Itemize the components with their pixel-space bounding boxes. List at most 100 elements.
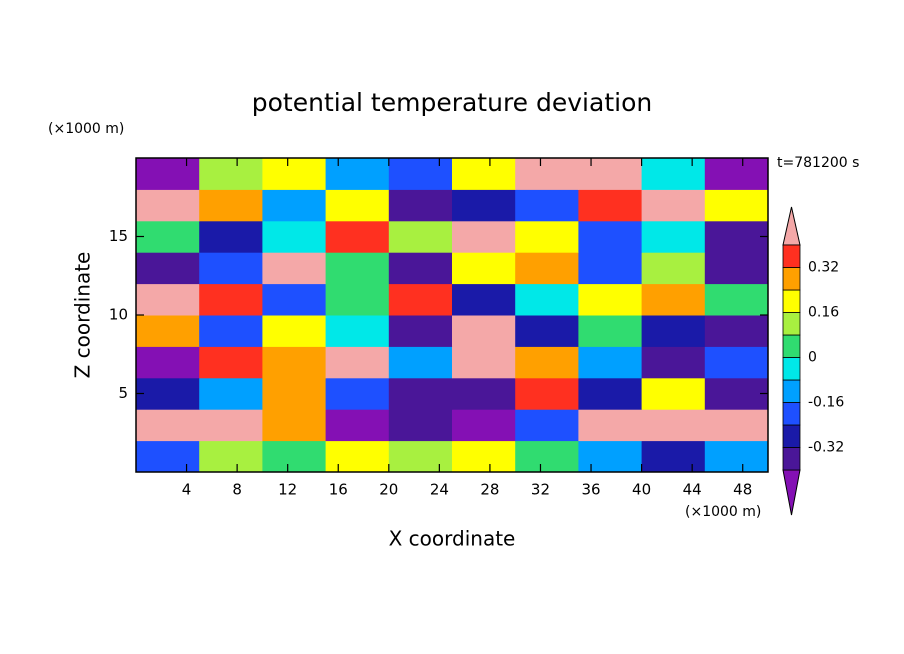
colorbar-tick-label: -0.16	[808, 395, 844, 411]
field-cell	[578, 377, 643, 410]
field-cell	[515, 346, 579, 379]
field-cell	[136, 346, 200, 379]
field-cell	[325, 377, 390, 410]
field-cell	[325, 158, 390, 190]
field-cell	[452, 252, 516, 285]
y-axis-label: Z coordinate	[71, 252, 95, 379]
colorbar-extend-low	[782, 469, 801, 516]
field-cell	[199, 377, 263, 410]
field-cell	[641, 158, 706, 190]
field-cell	[199, 220, 263, 253]
field-cell	[199, 315, 263, 347]
field-cell	[452, 283, 516, 316]
field-cell	[325, 346, 390, 379]
field-cell	[199, 283, 263, 316]
field-cell	[388, 158, 453, 190]
colorbar-extend-high	[782, 206, 801, 246]
field-cell	[199, 440, 263, 473]
field-cell	[452, 346, 516, 379]
field-cell	[704, 283, 769, 316]
field-cell	[136, 409, 200, 442]
field-cell	[262, 252, 327, 285]
field-cell	[578, 158, 643, 190]
field-cell	[704, 346, 769, 379]
field-cell	[578, 346, 643, 379]
field-cell	[262, 220, 327, 253]
field-cell	[388, 189, 453, 222]
field-cell	[388, 440, 453, 473]
x-tick-label: 32	[531, 481, 550, 499]
x-tick-label: 40	[632, 481, 651, 499]
field-cell	[262, 377, 327, 410]
field-cell	[452, 315, 516, 347]
colorbar-box	[782, 379, 801, 403]
field-cell	[199, 346, 263, 379]
x-tick-label: 16	[329, 481, 348, 499]
field-cell	[262, 315, 327, 347]
field-cell	[578, 283, 643, 316]
field-cell	[325, 283, 390, 316]
field-cell	[388, 409, 453, 442]
x-tick-label: 36	[581, 481, 600, 499]
field	[136, 158, 769, 473]
field-cell	[641, 283, 706, 316]
y-tick-label: 5	[118, 384, 128, 402]
field-cell	[388, 315, 453, 347]
field-cell	[641, 440, 706, 473]
x-tick-label: 4	[182, 481, 192, 499]
field-cell	[515, 377, 579, 410]
colorbar-box	[782, 312, 801, 336]
x-tick-label: 24	[430, 481, 449, 499]
field-cell	[388, 346, 453, 379]
y-tick-label: 15	[109, 227, 128, 245]
colorbar-tick-label: 0.32	[808, 260, 839, 276]
field-cell	[578, 315, 643, 347]
x-tick-label: 44	[683, 481, 702, 499]
field-cell	[704, 189, 769, 222]
field-cell	[388, 377, 453, 410]
field-cell	[136, 189, 200, 222]
field-cell	[704, 252, 769, 285]
colorbar-box	[782, 289, 801, 313]
field-cell	[136, 283, 200, 316]
colorbar-box	[782, 424, 801, 448]
colorbar-box	[782, 402, 801, 426]
field-cell	[515, 315, 579, 347]
field-cell	[136, 252, 200, 285]
colorbar-box	[782, 334, 801, 358]
field-cell	[704, 377, 769, 410]
colorbar-box	[782, 357, 801, 381]
colorbar-tick-label: 0.16	[808, 305, 839, 321]
field-cell	[199, 158, 263, 190]
axes: 4 8 12 16 20 24 28 32 36 40 44 4851015-0.32-0.1600.…	[109, 157, 844, 516]
field-cell	[262, 283, 327, 316]
field-cell	[325, 440, 390, 473]
field-cell	[136, 315, 200, 347]
field-cell	[704, 315, 769, 347]
field-cell	[325, 220, 390, 253]
field-cell	[262, 346, 327, 379]
field-cell	[641, 220, 706, 253]
field-cell	[452, 409, 516, 442]
field-cell	[199, 189, 263, 222]
field-cell	[452, 377, 516, 410]
x-tick-label: 20	[379, 481, 398, 499]
x-tick-label: 8	[232, 481, 242, 499]
field-cell	[578, 252, 643, 285]
field-cell	[641, 189, 706, 222]
field-cell	[578, 440, 643, 473]
x-tick-label: 12	[278, 481, 297, 499]
field-cell	[262, 440, 327, 473]
colorbar-box	[782, 244, 801, 268]
field-cell	[325, 409, 390, 442]
field-cell	[388, 283, 453, 316]
field-cell	[452, 220, 516, 253]
colorbar-box	[782, 267, 801, 291]
field-cell	[515, 189, 579, 222]
colorbar-tick-label: 0	[808, 350, 817, 366]
field-cell	[136, 377, 200, 410]
field-cell	[262, 409, 327, 442]
field-cell	[136, 158, 200, 190]
field-cell	[136, 440, 200, 473]
